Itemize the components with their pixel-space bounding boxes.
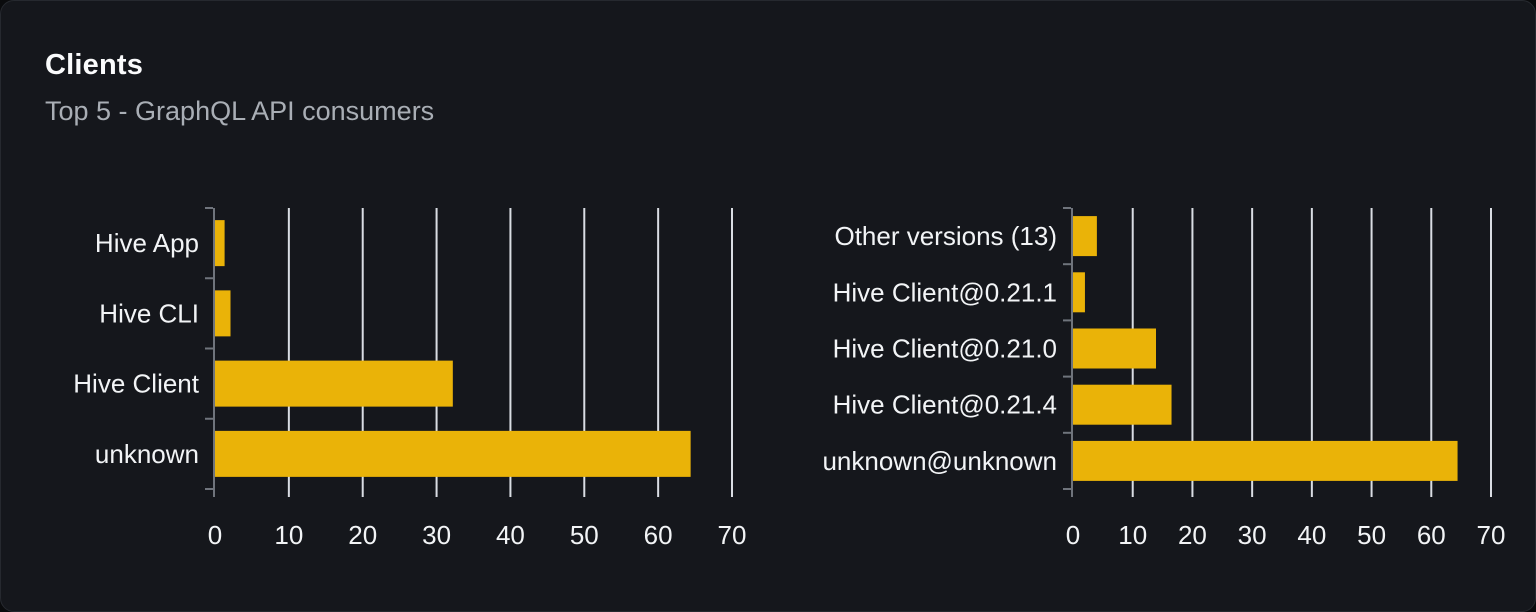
bar-hive-client[interactable] [215,360,453,407]
bar-other-versions-13-[interactable] [1073,216,1097,257]
bar-unknown-unknown[interactable] [1073,440,1458,481]
bar-hive-client-0-21-0[interactable] [1073,328,1157,369]
card-subtitle: Top 5 - GraphQL API consumers [45,96,435,126]
category-label: Other versions (13) [834,221,1057,251]
bar-unknown[interactable] [215,430,691,477]
x-tick-label: 70 [1477,520,1506,550]
bar-hive-client-0-21-1[interactable] [1073,272,1085,313]
x-tick-label: 10 [274,520,303,550]
x-tick-label: 50 [1357,520,1386,550]
x-tick-label: 30 [1238,520,1267,550]
category-label: Hive CLI [99,298,199,328]
x-tick-label: 20 [1178,520,1207,550]
x-tick-label: 20 [348,520,377,550]
x-tick-label: 40 [1297,520,1326,550]
x-tick-label: 0 [208,520,222,550]
x-tick-label: 30 [422,520,451,550]
bar-hive-cli[interactable] [215,290,231,337]
card-title: Clients [45,49,144,81]
category-label: Hive Client@0.21.4 [833,390,1057,420]
clients-by-name-chart: Hive App Hive CLI Hive Client unknown 0 10 20 3… [73,207,747,550]
x-tick-label: 70 [718,520,747,550]
bar-hive-app[interactable] [215,220,225,267]
x-tick-label: 60 [1417,520,1446,550]
category-label: Hive App [95,228,199,258]
x-tick-label: 10 [1118,520,1147,550]
x-tick-label: 40 [496,520,525,550]
x-tick-label: 0 [1066,520,1080,550]
x-tick-label: 60 [644,520,673,550]
category-label: unknown@unknown [822,446,1057,476]
category-label: unknown [95,439,199,469]
clients-by-version-chart: Other versions (13) Hive Client@0.21.1 Hiv… [822,207,1506,550]
x-tick-label: 50 [570,520,599,550]
category-label: Hive Client@0.21.0 [833,334,1057,364]
bar-hive-client-0-21-4[interactable] [1073,384,1172,425]
category-label: Hive Client [73,369,199,399]
category-label: Hive Client@0.21.1 [833,277,1057,307]
